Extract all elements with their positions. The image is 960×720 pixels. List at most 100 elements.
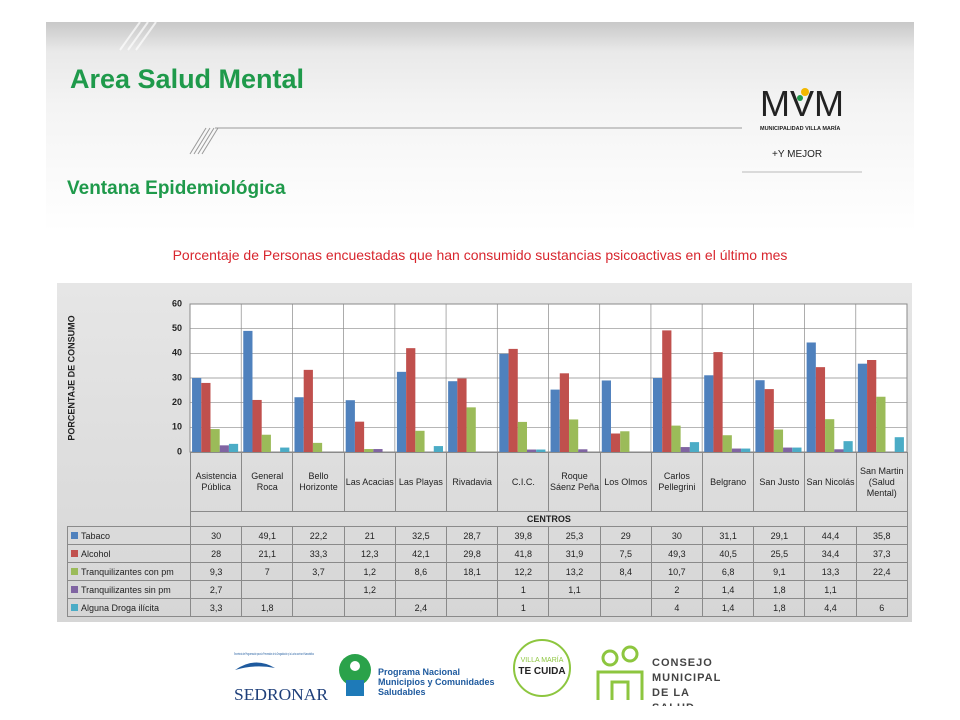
programa-logo: Programa Nacional Municipios y Comunidad…	[378, 667, 495, 697]
bar	[354, 421, 365, 452]
data-label: 2,4	[394, 598, 448, 617]
data-label: 1,8	[753, 580, 806, 599]
category-row: Asistencia Pública General Roca Bello Hori…	[68, 452, 908, 512]
data-label: 37,3	[855, 544, 908, 563]
subtitle: Ventana Epidemiológica	[67, 178, 286, 199]
series-row: Alcohol 28 21,1 33,3 12,3 42,1 29,8 41,8 31,9 7,5…	[67, 544, 908, 563]
data-label: 29,8	[446, 544, 499, 563]
logo-name: MUNICIPALIDAD VILLA MARÍA	[760, 124, 840, 132]
bar	[662, 330, 672, 452]
x-tick-label: San Martin (Salud Mental)	[855, 452, 908, 512]
bar	[741, 448, 751, 452]
bar	[312, 442, 323, 452]
bar	[373, 449, 383, 452]
bar	[243, 330, 253, 452]
bar	[448, 381, 458, 452]
data-label: 1,8	[753, 598, 806, 617]
data-label: 35,8	[855, 526, 908, 545]
legend-label: Tabaco	[81, 530, 111, 541]
data-label: 2	[650, 580, 704, 599]
y-tick-label: 20	[172, 397, 182, 407]
legend-swatch	[71, 531, 78, 539]
decoration: MVM MUNICIPALIDAD VILLA MARÍA +Y MEJOR	[119, 21, 862, 173]
logo-mark: MVM	[760, 83, 844, 124]
data-label: 3,7	[292, 562, 345, 581]
bar	[773, 429, 784, 452]
bar	[345, 400, 355, 452]
axis-label-row: CENTROS	[68, 511, 908, 527]
title: Area Salud Mental	[70, 64, 305, 94]
data-label: 31,1	[702, 526, 755, 545]
legend-swatch	[71, 549, 78, 557]
data-label: 25,3	[548, 526, 601, 545]
bar	[764, 389, 774, 452]
data-label: 39,8	[497, 526, 550, 545]
bar	[610, 433, 621, 452]
bar	[713, 352, 723, 452]
bar	[280, 447, 290, 452]
data-label: 34,4	[804, 544, 857, 563]
bar	[508, 348, 518, 452]
data-label: 13,3	[804, 562, 857, 581]
bar	[261, 434, 271, 452]
x-tick-label: C.I.C.	[497, 452, 550, 512]
data-label: 49,3	[650, 544, 704, 563]
legend-swatch	[71, 603, 78, 611]
series-row: Tranquilizantes con pm 9,3 7 3,7 1,2 8,6 18,1 1…	[67, 562, 908, 581]
bar	[433, 446, 443, 452]
x-tick-label: San Justo	[753, 452, 806, 512]
data-label: 1,8	[241, 598, 294, 617]
series-row: Tabaco 30 49,1 22,2 21 32,5 28,7 39,8 25,3 29 30 31…	[67, 526, 908, 545]
data-label: 28,7	[446, 526, 499, 545]
legend-label: Alguna Droga ilícita	[81, 602, 160, 613]
legend-entry: Tranquilizantes sin pm	[67, 580, 191, 599]
data-label: 21	[343, 526, 396, 545]
legend-label: Tranquilizantes con pm	[81, 566, 174, 577]
bar	[815, 367, 826, 452]
data-label: 31,9	[548, 544, 601, 563]
cuida-logo: TE CUIDA	[518, 666, 565, 677]
x-tick-label: General Roca	[241, 452, 294, 512]
data-label: 3,3	[189, 598, 243, 617]
bar	[201, 382, 211, 452]
header-band	[46, 22, 914, 232]
bar	[210, 429, 220, 452]
data-label: 28	[189, 544, 243, 563]
data-label: 18,1	[446, 562, 499, 581]
bar	[680, 447, 690, 452]
bar	[843, 441, 853, 452]
x-tick-label: Rivadavia	[446, 452, 499, 512]
data-label	[241, 580, 294, 599]
data-label: 21,1	[241, 544, 294, 563]
data-label: 1	[497, 598, 550, 617]
x-tick-label: Las Playas	[394, 452, 448, 512]
data-label: 12,2	[497, 562, 550, 581]
data-label: 4	[650, 598, 704, 617]
x-tick-label: Bello Horizonte	[292, 452, 345, 512]
legend-label: Tranquilizantes sin pm	[81, 584, 171, 595]
legend-entry: Tabaco	[67, 526, 191, 545]
data-label: 1	[497, 580, 550, 599]
consejo-logo: CONSEJO MUNICIPAL DE LA SALUD	[652, 657, 722, 706]
data-label: 1,2	[343, 580, 396, 599]
data-label: 42,1	[394, 544, 448, 563]
data-label	[855, 580, 908, 599]
y-tick-label: 0	[177, 446, 182, 456]
bar	[303, 369, 313, 452]
bar	[466, 407, 476, 452]
bar	[731, 448, 742, 452]
legend-entry: Alguna Droga ilícita	[67, 598, 191, 617]
data-label	[394, 580, 448, 599]
bar	[228, 443, 239, 452]
data-label: 1,4	[702, 598, 755, 617]
legend-swatch	[71, 585, 78, 593]
data-label: 7	[241, 562, 294, 581]
data-label	[446, 598, 499, 617]
x-tick-label: San Nicolás	[804, 452, 857, 512]
bar	[704, 375, 714, 452]
bar	[568, 419, 579, 452]
data-label: 29	[599, 526, 652, 545]
series-row: Tranquilizantes sin pm 2,7 1,2 1 1,1 2 1,4 1,8 1…	[67, 580, 908, 599]
data-label: 8,4	[599, 562, 652, 581]
